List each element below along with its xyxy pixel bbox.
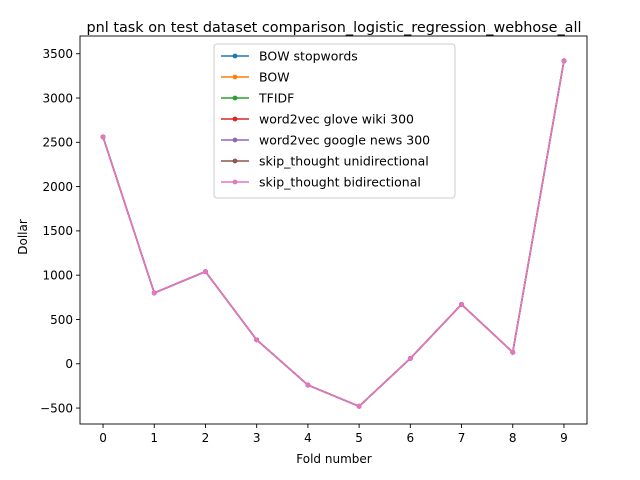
legend: BOW stopwords BOW TFIDF word2vec glove wiki…: [213, 43, 456, 199]
y-tick-label: 3000: [42, 91, 73, 105]
legend-entry: TFIDF: [221, 90, 294, 105]
data-point: [151, 290, 157, 296]
x-tick-label: 7: [458, 431, 466, 445]
y-tick-label: 2500: [42, 136, 73, 150]
legend-box: [213, 43, 456, 199]
x-tick-label: 8: [509, 431, 517, 445]
legend-marker: [232, 158, 238, 164]
x-tick-label: 9: [560, 431, 568, 445]
legend-label: skip_thought bidirectional: [259, 174, 421, 189]
data-point: [561, 58, 567, 64]
chart-title: pnl task on test dataset comparison_logi…: [87, 20, 582, 36]
x-tick-label: 5: [355, 431, 363, 445]
legend-entry: word2vec glove wiki 300: [221, 111, 414, 126]
legend-marker: [232, 116, 238, 122]
data-point: [100, 134, 106, 140]
data-point: [203, 269, 208, 275]
legend-entry: skip_thought unidirectional: [221, 153, 429, 168]
data-point: [305, 382, 311, 388]
series-line: [102, 60, 565, 408]
legend-marker: [232, 179, 238, 185]
y-tick-label: −500: [40, 401, 73, 415]
legend-entry: word2vec google news 300: [221, 132, 430, 147]
legend-marker: [232, 53, 238, 59]
legend-entry: BOW stopwords: [221, 48, 358, 63]
y-tick-label: 3500: [42, 47, 73, 61]
x-tick-label: 1: [150, 431, 158, 445]
legend-entry: BOW: [221, 69, 290, 84]
legend-label: BOW stopwords: [259, 48, 358, 63]
legend-label: TFIDF: [258, 90, 294, 105]
axes: 0 1 2 3 4 5 6 7 8 9 −500 0 500 1000 1500 2000 2500 3000 35…: [40, 35, 588, 445]
data-point: [254, 337, 260, 343]
axes-frame: [79, 35, 588, 425]
data-point: [510, 349, 516, 355]
x-tick-label: 2: [202, 431, 210, 445]
legend-label: BOW: [259, 69, 290, 84]
legend-marker: [232, 95, 238, 101]
y-tick-label: 1000: [42, 268, 73, 282]
legend-marker: [232, 74, 238, 80]
series-6: [100, 58, 567, 409]
x-axis-label: Fold number: [296, 452, 371, 466]
plot-area: [100, 58, 567, 409]
legend-label: skip_thought unidirectional: [259, 153, 429, 168]
x-tick-label: 4: [304, 431, 312, 445]
legend-label: word2vec glove wiki 300: [259, 111, 414, 126]
legend-marker: [232, 137, 238, 143]
data-point: [459, 302, 464, 307]
y-tick-label: 0: [65, 357, 73, 371]
legend-label: word2vec google news 300: [259, 132, 430, 147]
data-point: [356, 403, 362, 409]
y-tick-label: 500: [50, 313, 73, 327]
legend-entry: skip_thought bidirectional: [221, 174, 421, 189]
y-axis-label: Dollar: [16, 219, 30, 255]
y-tick-label: 1500: [42, 224, 73, 238]
x-tick-label: 0: [99, 431, 107, 445]
data-point: [407, 356, 413, 361]
x-tick-label: 6: [406, 431, 414, 445]
y-tick-label: 2000: [42, 180, 73, 194]
x-tick-label: 3: [253, 431, 261, 445]
